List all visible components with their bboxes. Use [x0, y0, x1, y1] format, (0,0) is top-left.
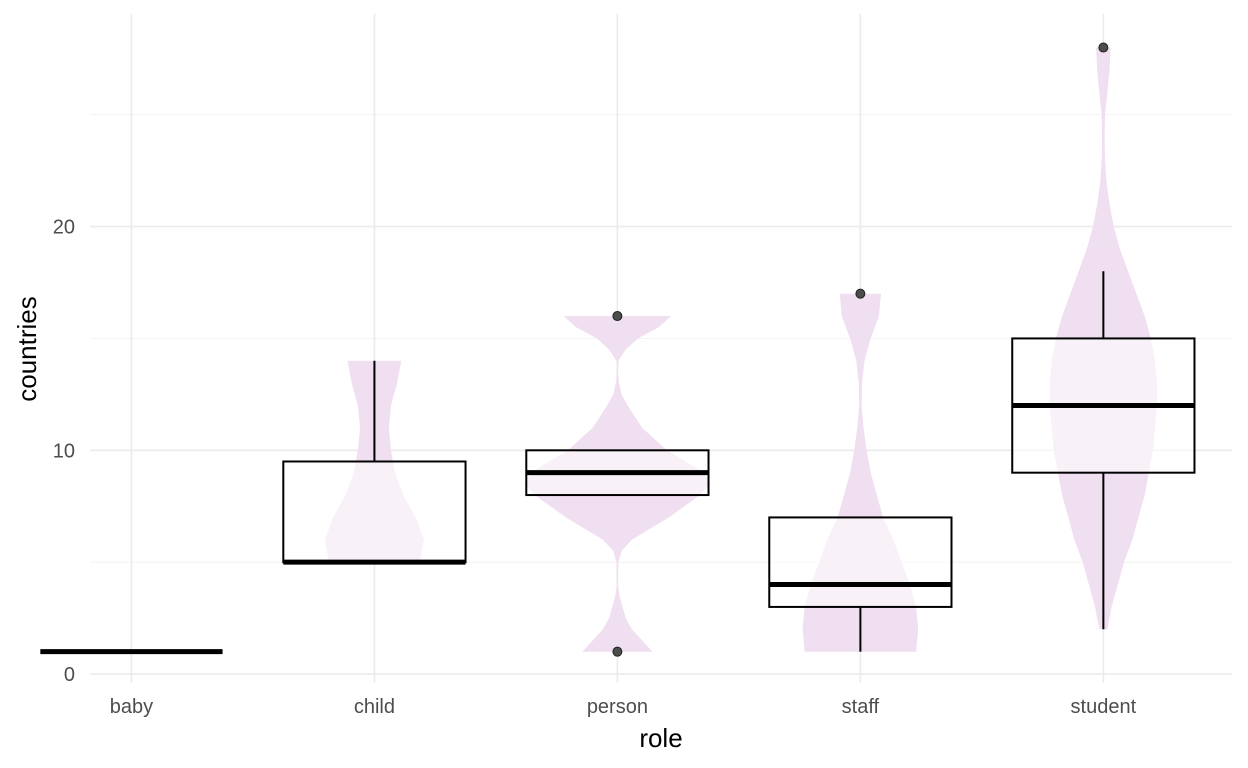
x-tick-label: person — [587, 696, 648, 718]
outlier-point — [1098, 42, 1109, 53]
y-tick-label: 0 — [64, 664, 75, 686]
x-tick-label: staff — [842, 696, 880, 718]
x-tick-label: student — [1071, 696, 1137, 718]
x-tick-label: baby — [110, 696, 153, 718]
y-tick-label: 10 — [53, 440, 75, 462]
outlier-point — [612, 311, 623, 322]
outlier-point — [612, 646, 623, 657]
outlier-layer — [612, 42, 1109, 657]
boxplot-person — [525, 449, 710, 497]
boxplot-student — [1011, 271, 1196, 630]
x-axis-title: role — [639, 723, 682, 753]
y-axis-title: countries — [12, 296, 42, 402]
outlier-point — [855, 288, 866, 299]
box-layer — [40, 271, 1196, 655]
boxplot-staff — [768, 516, 953, 652]
x-tick-label: child — [354, 696, 395, 718]
y-tick-label: 20 — [53, 217, 75, 239]
boxplot-child — [282, 360, 467, 565]
box-body — [282, 460, 467, 564]
box-body — [768, 516, 953, 608]
tick-label-layer: 0 10 20 baby child person staff student — [53, 217, 1137, 718]
